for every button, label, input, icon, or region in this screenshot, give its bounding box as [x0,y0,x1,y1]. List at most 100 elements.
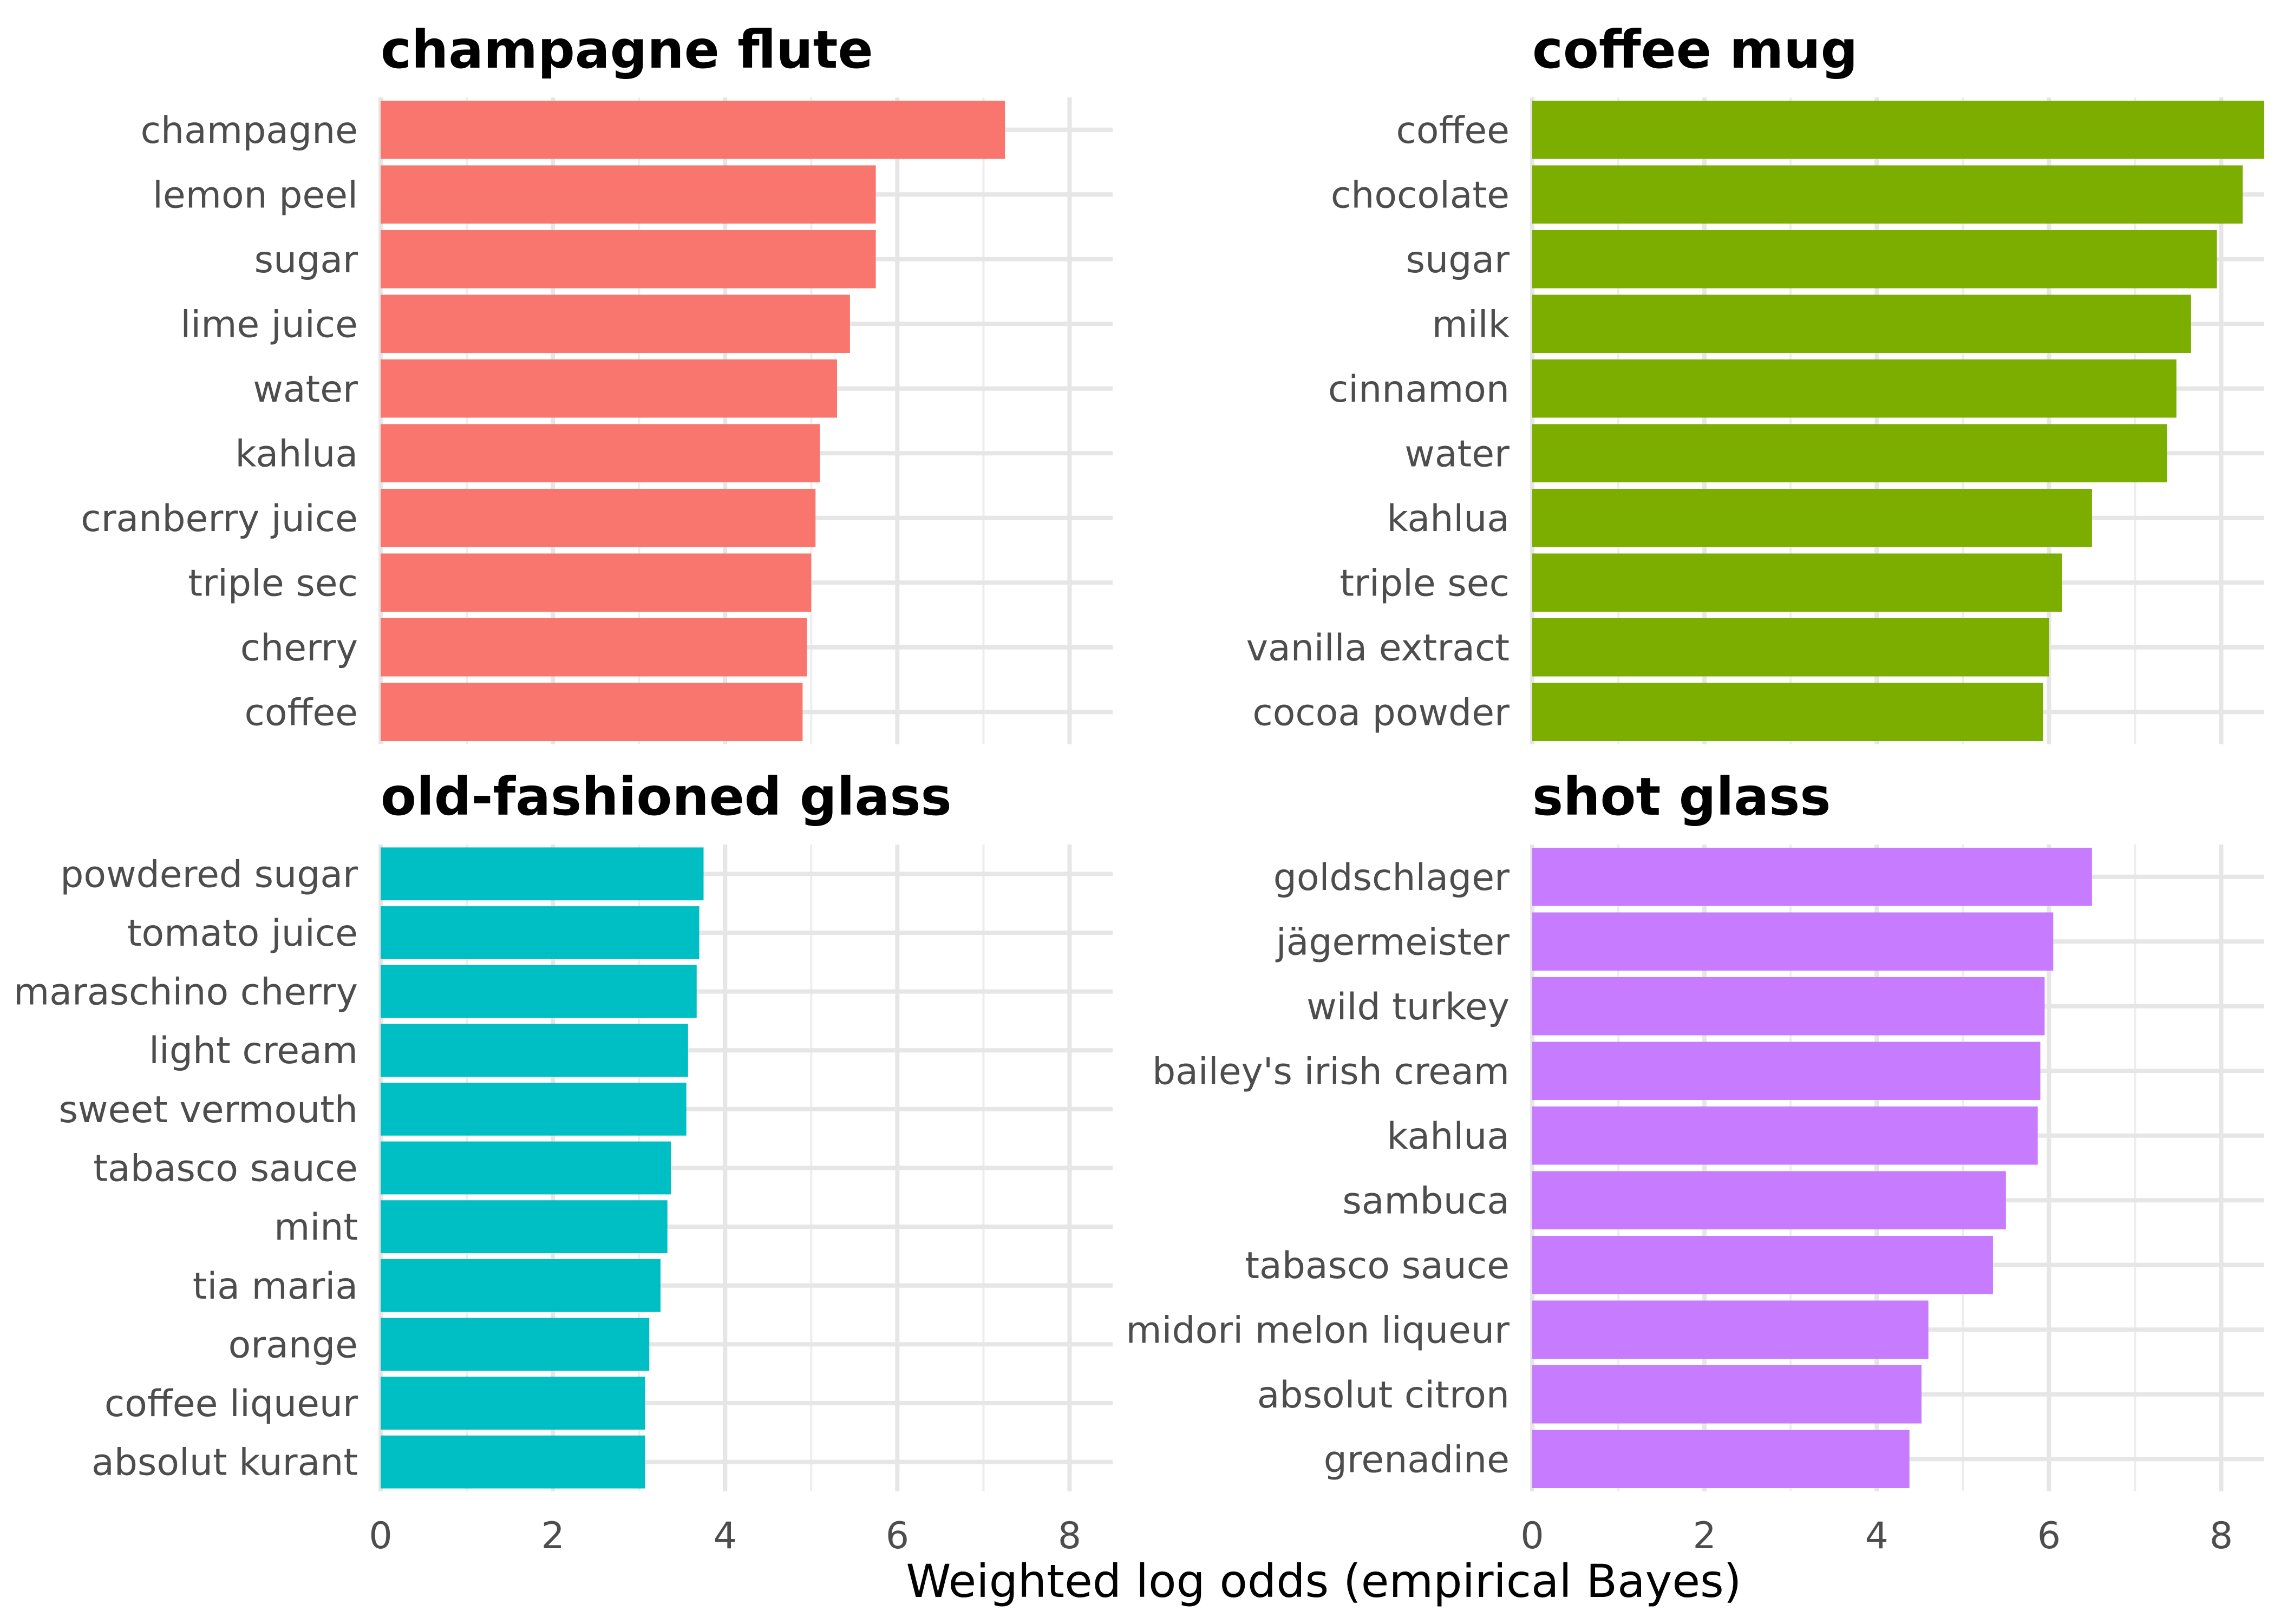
category-label: sweet vermouth [58,1089,358,1131]
category-label: water [1404,433,1510,475]
category-label: cranberry juice [81,497,358,540]
bar [1532,1171,2006,1230]
bar [1532,165,2243,224]
bar [381,1024,688,1077]
category-label: coffee [1396,109,1510,152]
bar [381,359,838,418]
category-label: tabasco sauce [93,1148,358,1190]
category-label: powdered sugar [60,853,358,896]
bar [1532,359,2177,418]
category-label: chocolate [1331,174,1510,217]
facet-title: champagne flute [381,19,873,80]
bar [381,683,803,742]
category-label: coffee [244,691,358,734]
bar [1532,618,2049,677]
x-tick-label: 8 [2210,1515,2233,1557]
bar [1532,553,2062,612]
facet-title: coffee mug [1532,19,1858,80]
bar [381,165,876,224]
facet-panel: powdered sugar tomato juice maraschino che… [14,767,1113,1557]
bar [1532,230,2217,289]
bar [1532,1430,1910,1489]
category-label: champagne [141,109,358,152]
category-label: lime juice [180,303,358,346]
category-label: sugar [1406,239,1510,281]
category-label: absolut kurant [92,1442,358,1484]
x-tick-label: 2 [1693,1515,1716,1557]
bar [381,553,812,612]
bar [1532,977,2045,1036]
category-label: milk [1432,303,1510,346]
category-label: maraschino cherry [14,971,358,1014]
category-label: triple sec [1339,562,1510,605]
category-label: wild turkey [1306,986,1510,1029]
category-label: mint [274,1206,358,1249]
category-label: light cream [149,1030,358,1072]
category-label: kahlua [1387,497,1510,540]
bar [381,1141,671,1195]
category-label: lemon peel [153,174,358,217]
facet-title: old-fashioned glass [381,767,952,827]
category-label: sambuca [1342,1180,1510,1222]
bar [1532,1235,1993,1294]
category-label: cherry [240,627,358,670]
bar [381,424,820,483]
bar [381,294,850,353]
category-label: absolut citron [1257,1374,1510,1417]
bar [1532,1365,1922,1424]
bar [381,488,816,547]
category-label: sugar [254,239,358,281]
bar [1532,1106,2038,1165]
bar [1532,100,2264,159]
bar [1532,1300,1929,1359]
bar [1532,488,2092,547]
category-label: tabasco sauce [1245,1245,1510,1287]
bar [1532,1042,2041,1101]
bar [381,1082,687,1136]
bar [381,1200,668,1254]
x-tick-label: 6 [2037,1515,2061,1557]
category-label: tomato juice [127,912,358,955]
category-label: midori melon liqueur [1126,1309,1510,1352]
x-tick-label: 4 [714,1515,737,1557]
category-label: kahlua [235,433,358,475]
bar [381,1435,645,1489]
category-label: goldschlager [1273,856,1510,899]
facet-panel: champagne lemon peel sugar lime juice water k… [81,19,1113,744]
category-label: orange [228,1324,358,1366]
x-tick-label: 6 [886,1515,909,1557]
x-tick-label: 2 [541,1515,564,1557]
x-tick-label: 8 [1058,1515,1081,1557]
category-label: coffee liqueur [104,1383,358,1425]
bar [1532,683,2043,742]
bar [1532,912,2054,971]
x-axis-title: Weighted log odds (empirical Bayes) [906,1555,1741,1608]
category-label: jägermeister [1275,921,1510,964]
category-label: kahlua [1387,1115,1510,1158]
x-tick-label: 4 [1865,1515,1889,1557]
category-label: cocoa powder [1252,691,1510,734]
bar [1532,847,2092,906]
category-label: triple sec [188,562,358,605]
bar [381,965,697,1018]
bar [381,1259,661,1312]
category-label: water [253,368,358,411]
bar [381,100,1005,159]
category-label: grenadine [1324,1438,1510,1481]
x-tick-label: 0 [369,1515,392,1557]
bar [381,618,807,677]
bar [1532,294,2191,353]
facet-title: shot glass [1532,767,1831,827]
category-label: bailey's irish cream [1152,1050,1510,1093]
category-label: tia maria [193,1265,358,1308]
bar [381,847,704,901]
x-tick-label: 0 [1520,1515,1544,1557]
category-label: vanilla extract [1246,627,1510,670]
facet-panel: coffee chocolate sugar milk cinnamon water kah… [1246,19,2264,744]
bar [1532,424,2167,483]
bar [381,906,700,959]
bar [381,1318,650,1371]
category-label: cinnamon [1328,368,1510,411]
facet-panel: goldschlager jägermeister wild turkey baile… [1126,767,2264,1557]
